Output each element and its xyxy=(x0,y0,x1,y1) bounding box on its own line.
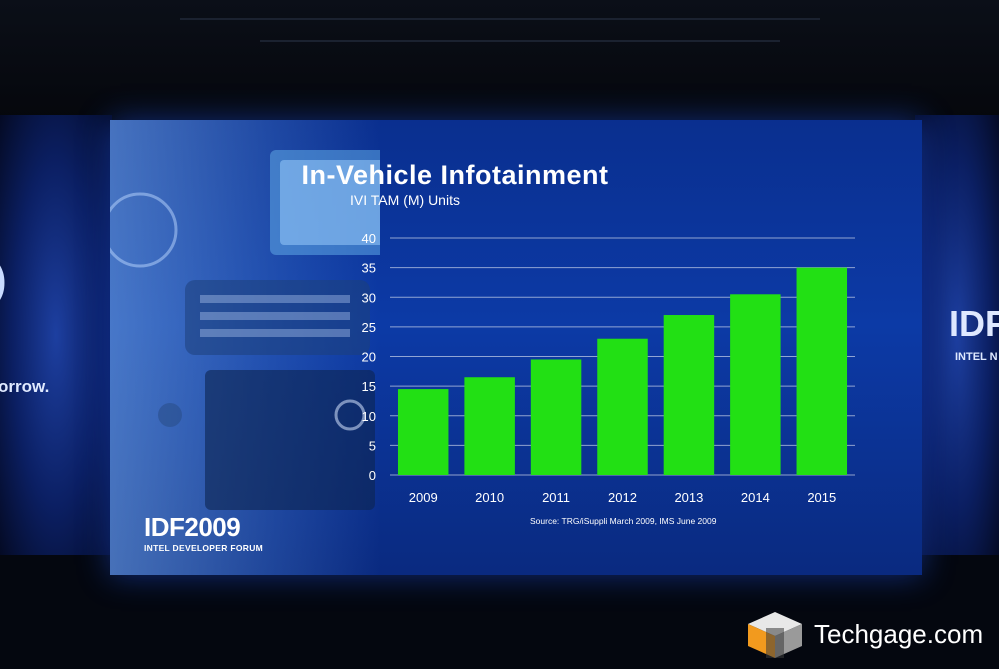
chart-source: Source: TRG/iSuppli March 2009, IMS June… xyxy=(530,516,717,526)
right-banner-sub: INTEL N xyxy=(955,351,998,363)
y-tick-label: 5 xyxy=(369,438,376,453)
y-tick-label: 30 xyxy=(362,290,376,305)
watermark-text: Techgage.com xyxy=(814,619,984,649)
bar xyxy=(397,389,449,475)
bar xyxy=(796,267,848,475)
x-tick-label: 2010 xyxy=(475,490,504,505)
bar xyxy=(530,359,582,475)
y-tick-label: 40 xyxy=(362,231,376,246)
y-tick-label: 10 xyxy=(362,409,376,424)
chart-subtitle: IVI TAM (M) Units xyxy=(350,192,460,208)
right-stage-banner: IDF INTEL N xyxy=(915,115,999,555)
y-tick-label: 20 xyxy=(362,350,376,365)
ceiling-truss xyxy=(260,40,780,42)
idf-logo-sub: INTEL DEVELOPER FORUM xyxy=(144,543,264,553)
x-tick-label: 2015 xyxy=(807,490,836,505)
x-tick-label: 2009 xyxy=(409,490,438,505)
bar xyxy=(597,338,648,475)
idf-logo-main: IDF2009 xyxy=(144,512,241,542)
x-tick-label: 2014 xyxy=(741,490,770,505)
x-tick-label: 2011 xyxy=(542,490,570,505)
left-stage-banner: ) orrow. xyxy=(0,115,112,555)
y-tick-label: 35 xyxy=(362,261,376,276)
idf-logo: IDF2009 INTEL DEVELOPER FORUM xyxy=(144,512,263,553)
watermark: Techgage.com xyxy=(744,610,999,660)
y-tick-label: 0 xyxy=(369,468,376,483)
techgage-cube-icon xyxy=(748,612,802,658)
x-tick-label: 2012 xyxy=(608,490,637,505)
left-banner-text: orrow. xyxy=(0,377,50,396)
left-banner-logo: ) xyxy=(0,255,7,305)
y-tick-label: 15 xyxy=(362,379,376,394)
ceiling-truss xyxy=(180,18,820,20)
bar-chart: 0 5 10 15 20 25 30 35 40 2009 2010 2011 2012 2013 2014… xyxy=(362,231,855,505)
bar xyxy=(464,377,515,475)
bar xyxy=(730,294,781,475)
bar xyxy=(663,315,715,475)
x-tick-label: 2013 xyxy=(674,490,703,505)
chart-title: In-Vehicle Infotainment xyxy=(301,160,609,190)
projection-screen: In-Vehicle Infotainment IVI TAM (M) Unit… xyxy=(110,120,922,575)
stage-ceiling xyxy=(0,0,999,120)
right-banner-logo: IDF xyxy=(949,303,999,344)
y-tick-label: 25 xyxy=(362,320,376,335)
